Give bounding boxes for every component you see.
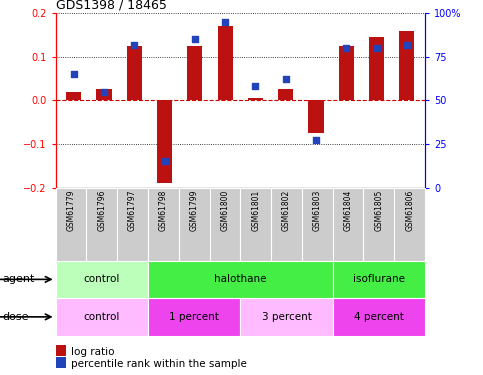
Bar [364,188,394,261]
Bar [56,261,148,298]
Bar [241,298,333,336]
Point [282,76,290,82]
Bar [210,188,240,261]
Bar [179,188,210,261]
Text: isoflurane: isoflurane [353,274,405,284]
Point [312,137,320,143]
Bar [339,46,354,100]
Text: GSM61802: GSM61802 [282,190,291,231]
Text: halothane: halothane [214,274,267,284]
Point [130,42,138,48]
Text: GSM61801: GSM61801 [251,190,260,231]
Text: 4 percent: 4 percent [354,312,404,322]
Bar [187,46,202,100]
Bar [157,100,172,183]
Point [373,45,381,51]
Point [191,36,199,42]
Bar [302,188,333,261]
Point [161,158,169,164]
Text: GDS1398 / 18465: GDS1398 / 18465 [56,0,167,12]
Text: log ratio: log ratio [71,347,114,357]
Bar [56,298,148,336]
Bar [278,89,293,101]
Bar [394,188,425,261]
Point [100,88,108,94]
Bar [217,26,233,100]
Point [70,71,78,77]
Point [342,45,350,51]
Text: GSM61779: GSM61779 [67,190,75,231]
Text: GSM61805: GSM61805 [374,190,384,231]
Bar [333,188,364,261]
Text: dose: dose [2,312,29,322]
Text: GSM61796: GSM61796 [97,190,106,231]
Text: GSM61797: GSM61797 [128,190,137,231]
Bar [97,89,112,101]
Text: percentile rank within the sample: percentile rank within the sample [71,359,247,369]
Text: GSM61798: GSM61798 [159,190,168,231]
Bar [309,100,324,133]
Text: 3 percent: 3 percent [261,312,312,322]
Bar [333,298,425,336]
Text: GSM61804: GSM61804 [343,190,353,231]
Text: GSM61799: GSM61799 [190,190,199,231]
Text: GSM61803: GSM61803 [313,190,322,231]
Text: agent: agent [2,274,35,284]
Bar [127,46,142,100]
Bar [148,298,241,336]
Text: control: control [84,274,120,284]
Bar [86,188,117,261]
Bar [148,261,333,298]
Bar [241,188,271,261]
Bar [369,37,384,100]
Bar [271,188,302,261]
Text: control: control [84,312,120,322]
Point [403,42,411,48]
Text: GSM61800: GSM61800 [220,190,229,231]
Point [252,83,259,89]
Bar [248,98,263,100]
Bar [399,31,414,100]
Bar [333,261,425,298]
Bar [117,188,148,261]
Point [221,19,229,25]
Text: 1 percent: 1 percent [169,312,219,322]
Text: GSM61806: GSM61806 [405,190,414,231]
Bar [148,188,179,261]
Bar [66,92,81,100]
Bar [56,188,86,261]
